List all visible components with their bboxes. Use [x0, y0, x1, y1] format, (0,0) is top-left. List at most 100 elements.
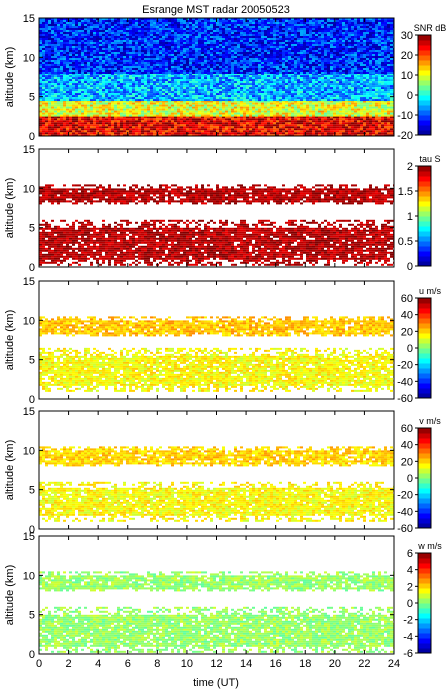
data-cell — [87, 99, 90, 102]
data-cell — [114, 30, 117, 32]
data-cell — [159, 72, 162, 74]
data-cell — [120, 99, 123, 102]
data-cell — [351, 106, 354, 109]
data-cell — [111, 72, 114, 74]
data-cell — [60, 64, 63, 66]
data-cell — [60, 20, 63, 22]
data-cell — [129, 126, 132, 129]
data-cell — [48, 36, 51, 38]
data-cell — [159, 93, 162, 96]
data-cell — [363, 120, 366, 123]
data-cell — [87, 75, 90, 78]
data-cell — [39, 24, 42, 26]
data-cell — [327, 81, 330, 84]
data-cell — [195, 116, 198, 119]
data-cell — [165, 132, 168, 135]
data-cell — [228, 89, 231, 92]
data-cell — [81, 40, 84, 42]
data-cell — [147, 30, 150, 32]
data-cell — [390, 104, 393, 107]
data-cell — [345, 93, 348, 96]
data-cell — [174, 89, 177, 92]
data-cell — [117, 112, 120, 115]
data-cell — [213, 108, 216, 111]
data-cell — [150, 72, 153, 74]
data-cell — [150, 128, 153, 131]
data-cell — [168, 104, 171, 107]
data-cell — [300, 114, 303, 117]
data-cell — [123, 52, 126, 54]
data-cell — [99, 52, 102, 54]
data-cell — [96, 122, 99, 125]
data-cell — [156, 112, 159, 115]
data-cell — [171, 87, 174, 90]
data-cell — [273, 75, 276, 78]
data-cell — [180, 97, 183, 100]
data-cell — [264, 110, 267, 113]
data-cell — [123, 108, 126, 111]
data-cell — [267, 73, 270, 76]
data-cell — [246, 120, 249, 123]
data-cell — [330, 126, 333, 129]
data-cell — [330, 110, 333, 113]
data-cell — [87, 114, 90, 117]
data-cell — [390, 91, 393, 94]
data-cell — [357, 87, 360, 90]
data-cell — [174, 73, 177, 76]
data-cell — [321, 108, 324, 111]
data-cell — [48, 104, 51, 107]
data-cell — [99, 79, 102, 82]
data-cell — [117, 114, 120, 117]
data-cell — [123, 97, 126, 100]
data-cell — [177, 77, 180, 80]
data-cell — [195, 104, 198, 107]
data-cell — [78, 126, 81, 129]
data-cell — [252, 132, 255, 135]
data-cell — [342, 77, 345, 80]
data-cell — [309, 120, 312, 123]
data-cell — [378, 134, 381, 136]
data-cell — [273, 95, 276, 98]
data-cell — [84, 89, 87, 92]
data-cell — [384, 102, 387, 105]
data-cell — [177, 73, 180, 76]
data-cell — [183, 116, 186, 119]
data-cell — [156, 114, 159, 117]
data-cell — [336, 85, 339, 88]
data-cell — [198, 134, 201, 136]
data-cell — [183, 126, 186, 129]
data-cell — [273, 81, 276, 84]
data-cell — [96, 70, 99, 72]
data-cell — [348, 118, 351, 121]
data-cell — [96, 36, 99, 38]
data-cell — [369, 75, 372, 78]
data-cell — [273, 79, 276, 82]
data-cell — [96, 93, 99, 96]
data-cell — [123, 22, 126, 24]
data-cell — [51, 48, 54, 50]
data-cell — [261, 132, 264, 135]
data-cell — [360, 110, 363, 113]
data-cell — [114, 26, 117, 28]
data-cell — [87, 91, 90, 94]
data-cell — [225, 81, 228, 84]
data-cell — [135, 24, 138, 26]
data-cell — [105, 50, 108, 52]
data-cell — [81, 118, 84, 121]
data-cell — [123, 85, 126, 88]
data-cell — [339, 124, 342, 127]
data-cell — [51, 72, 54, 74]
data-cell — [363, 124, 366, 127]
data-cell — [237, 124, 240, 127]
data-cell — [192, 110, 195, 113]
data-cell — [384, 134, 387, 136]
data-cell — [81, 52, 84, 54]
data-cell — [108, 114, 111, 117]
data-cell — [183, 95, 186, 98]
data-cell — [333, 118, 336, 121]
data-cell — [357, 75, 360, 78]
data-cell — [126, 68, 129, 70]
data-cell — [261, 130, 264, 133]
data-cell — [72, 79, 75, 82]
data-cell — [81, 54, 84, 56]
